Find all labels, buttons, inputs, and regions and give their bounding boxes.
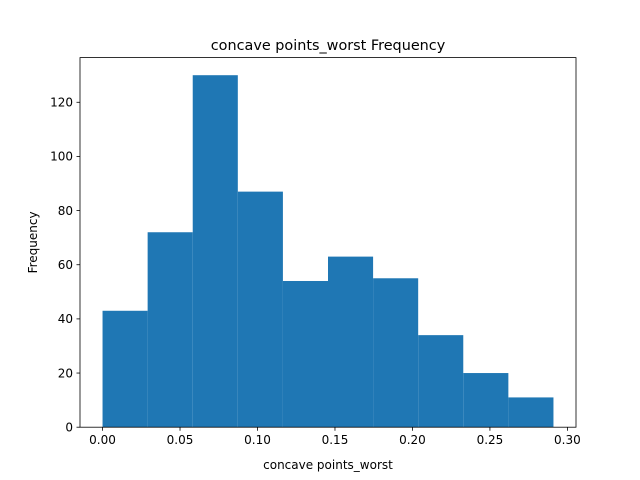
y-tick-label: 20 [58,366,73,380]
y-axis-label: Frequency [26,211,40,273]
y-tick-label: 40 [58,312,73,326]
histogram-bar-6 [328,256,374,428]
histogram-bar-5 [282,280,328,428]
histogram-bar-7 [373,278,419,428]
histogram-bar-4 [237,191,283,428]
axes-frame [79,57,577,428]
x-tick-label: 0.25 [477,433,504,447]
bars-group [102,75,554,428]
x-tick-label: 0.05 [167,433,194,447]
y-tick-label: 100 [50,150,73,164]
histogram-bar-10 [508,397,554,428]
y-tick-label: 60 [58,258,73,272]
y-tick-label: 0 [65,421,73,435]
y-axis-ticks: 0 20 40 60 80 100 120 [50,96,80,435]
x-tick-label: 0.00 [89,433,116,447]
x-tick-label: 0.20 [399,433,426,447]
x-axis-ticks: 0.00 0.05 0.10 0.15 0.20 0.25 0.30 [89,427,581,447]
histogram-bar-9 [463,373,509,428]
x-tick-label: 0.10 [244,433,271,447]
y-tick-label: 120 [50,96,73,110]
x-tick-label: 0.30 [554,433,581,447]
x-tick-label: 0.15 [322,433,349,447]
histogram-bar-2 [147,232,193,428]
x-axis-label: concave points_worst [263,458,393,472]
chart-title: concave points_worst Frequency [211,38,446,54]
histogram-bar-8 [418,335,464,428]
y-tick-label: 80 [58,204,73,218]
histogram-bar-3 [192,75,238,428]
histogram-bar-1 [102,310,148,428]
